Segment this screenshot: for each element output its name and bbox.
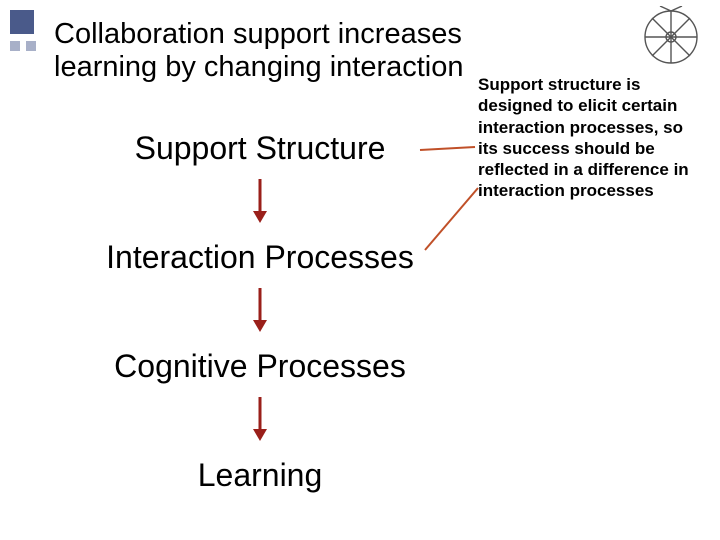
wheel-icon bbox=[640, 6, 702, 73]
bullet-square-large bbox=[10, 10, 34, 34]
flow-diagram: Support Structure Interaction Processes … bbox=[90, 130, 430, 494]
slide-title: Collaboration support increases learning… bbox=[54, 18, 464, 85]
flow-node-interaction-processes: Interaction Processes bbox=[90, 239, 430, 276]
slide-bullet-decor bbox=[10, 10, 38, 56]
arrow-down-icon bbox=[250, 286, 270, 334]
arrow-down-icon bbox=[250, 395, 270, 443]
flow-node-cognitive-processes: Cognitive Processes bbox=[90, 348, 430, 385]
flow-node-support-structure: Support Structure bbox=[90, 130, 430, 167]
flow-node-learning: Learning bbox=[90, 457, 430, 494]
arrow-down-icon bbox=[250, 177, 270, 225]
annotation-text: Support structure is designed to elicit … bbox=[478, 74, 696, 202]
bullet-square-small bbox=[10, 41, 20, 51]
bullet-square-small bbox=[26, 41, 36, 51]
